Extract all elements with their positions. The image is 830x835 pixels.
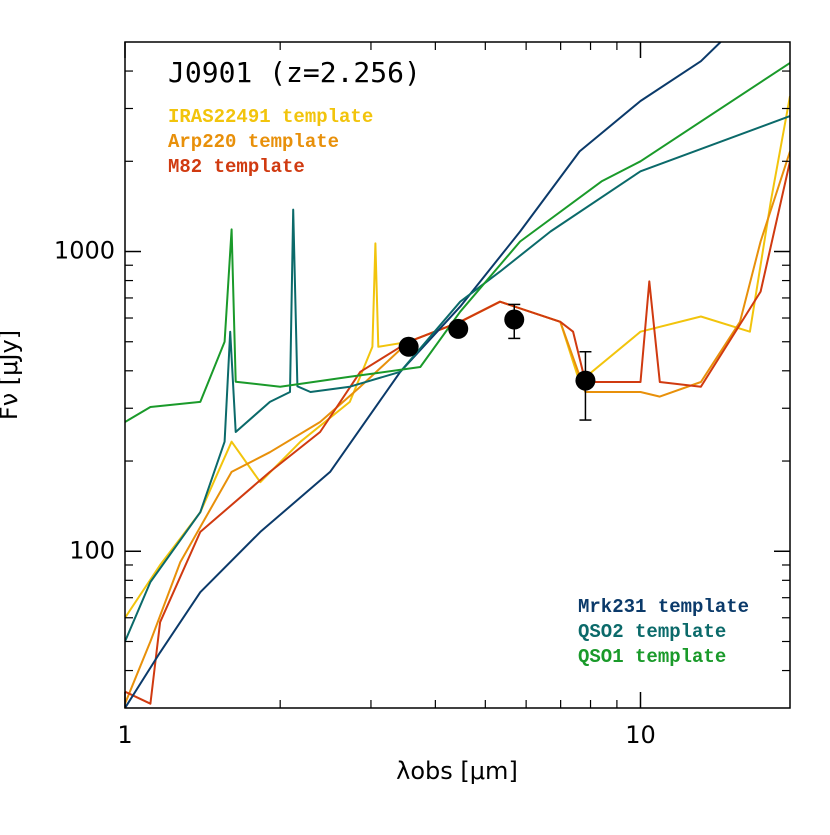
y-axis-label: Fν [μJy]: [0, 330, 23, 420]
legend-entry: IRAS22491 template: [168, 106, 373, 128]
template-line: [125, 62, 790, 423]
x-axis-label: λobs [μm]: [396, 757, 518, 785]
legend-entry: QSO1 template: [578, 646, 726, 668]
legend-entry: Mrk231 template: [578, 596, 749, 618]
plot-frame: [124, 41, 791, 709]
chart-title: J0901 (z=2.256): [168, 56, 421, 89]
legend-entry: M82 template: [168, 156, 305, 178]
x-tick-label: 10: [625, 721, 656, 749]
template-line: [125, 95, 790, 619]
data-point: [575, 370, 596, 391]
plot-area: [125, 42, 790, 708]
template-line: [125, 115, 790, 642]
x-tick-label: 1: [117, 721, 132, 749]
template-line: [125, 42, 722, 708]
y-tick-label: 100: [69, 536, 115, 564]
template-line: [125, 161, 790, 705]
data-point: [398, 336, 419, 357]
legend-entry: Arp220 template: [168, 131, 339, 153]
legend-entry: QSO2 template: [578, 621, 726, 643]
data-point: [504, 309, 525, 330]
data-point: [448, 318, 469, 339]
y-tick-label: 1000: [54, 237, 115, 265]
